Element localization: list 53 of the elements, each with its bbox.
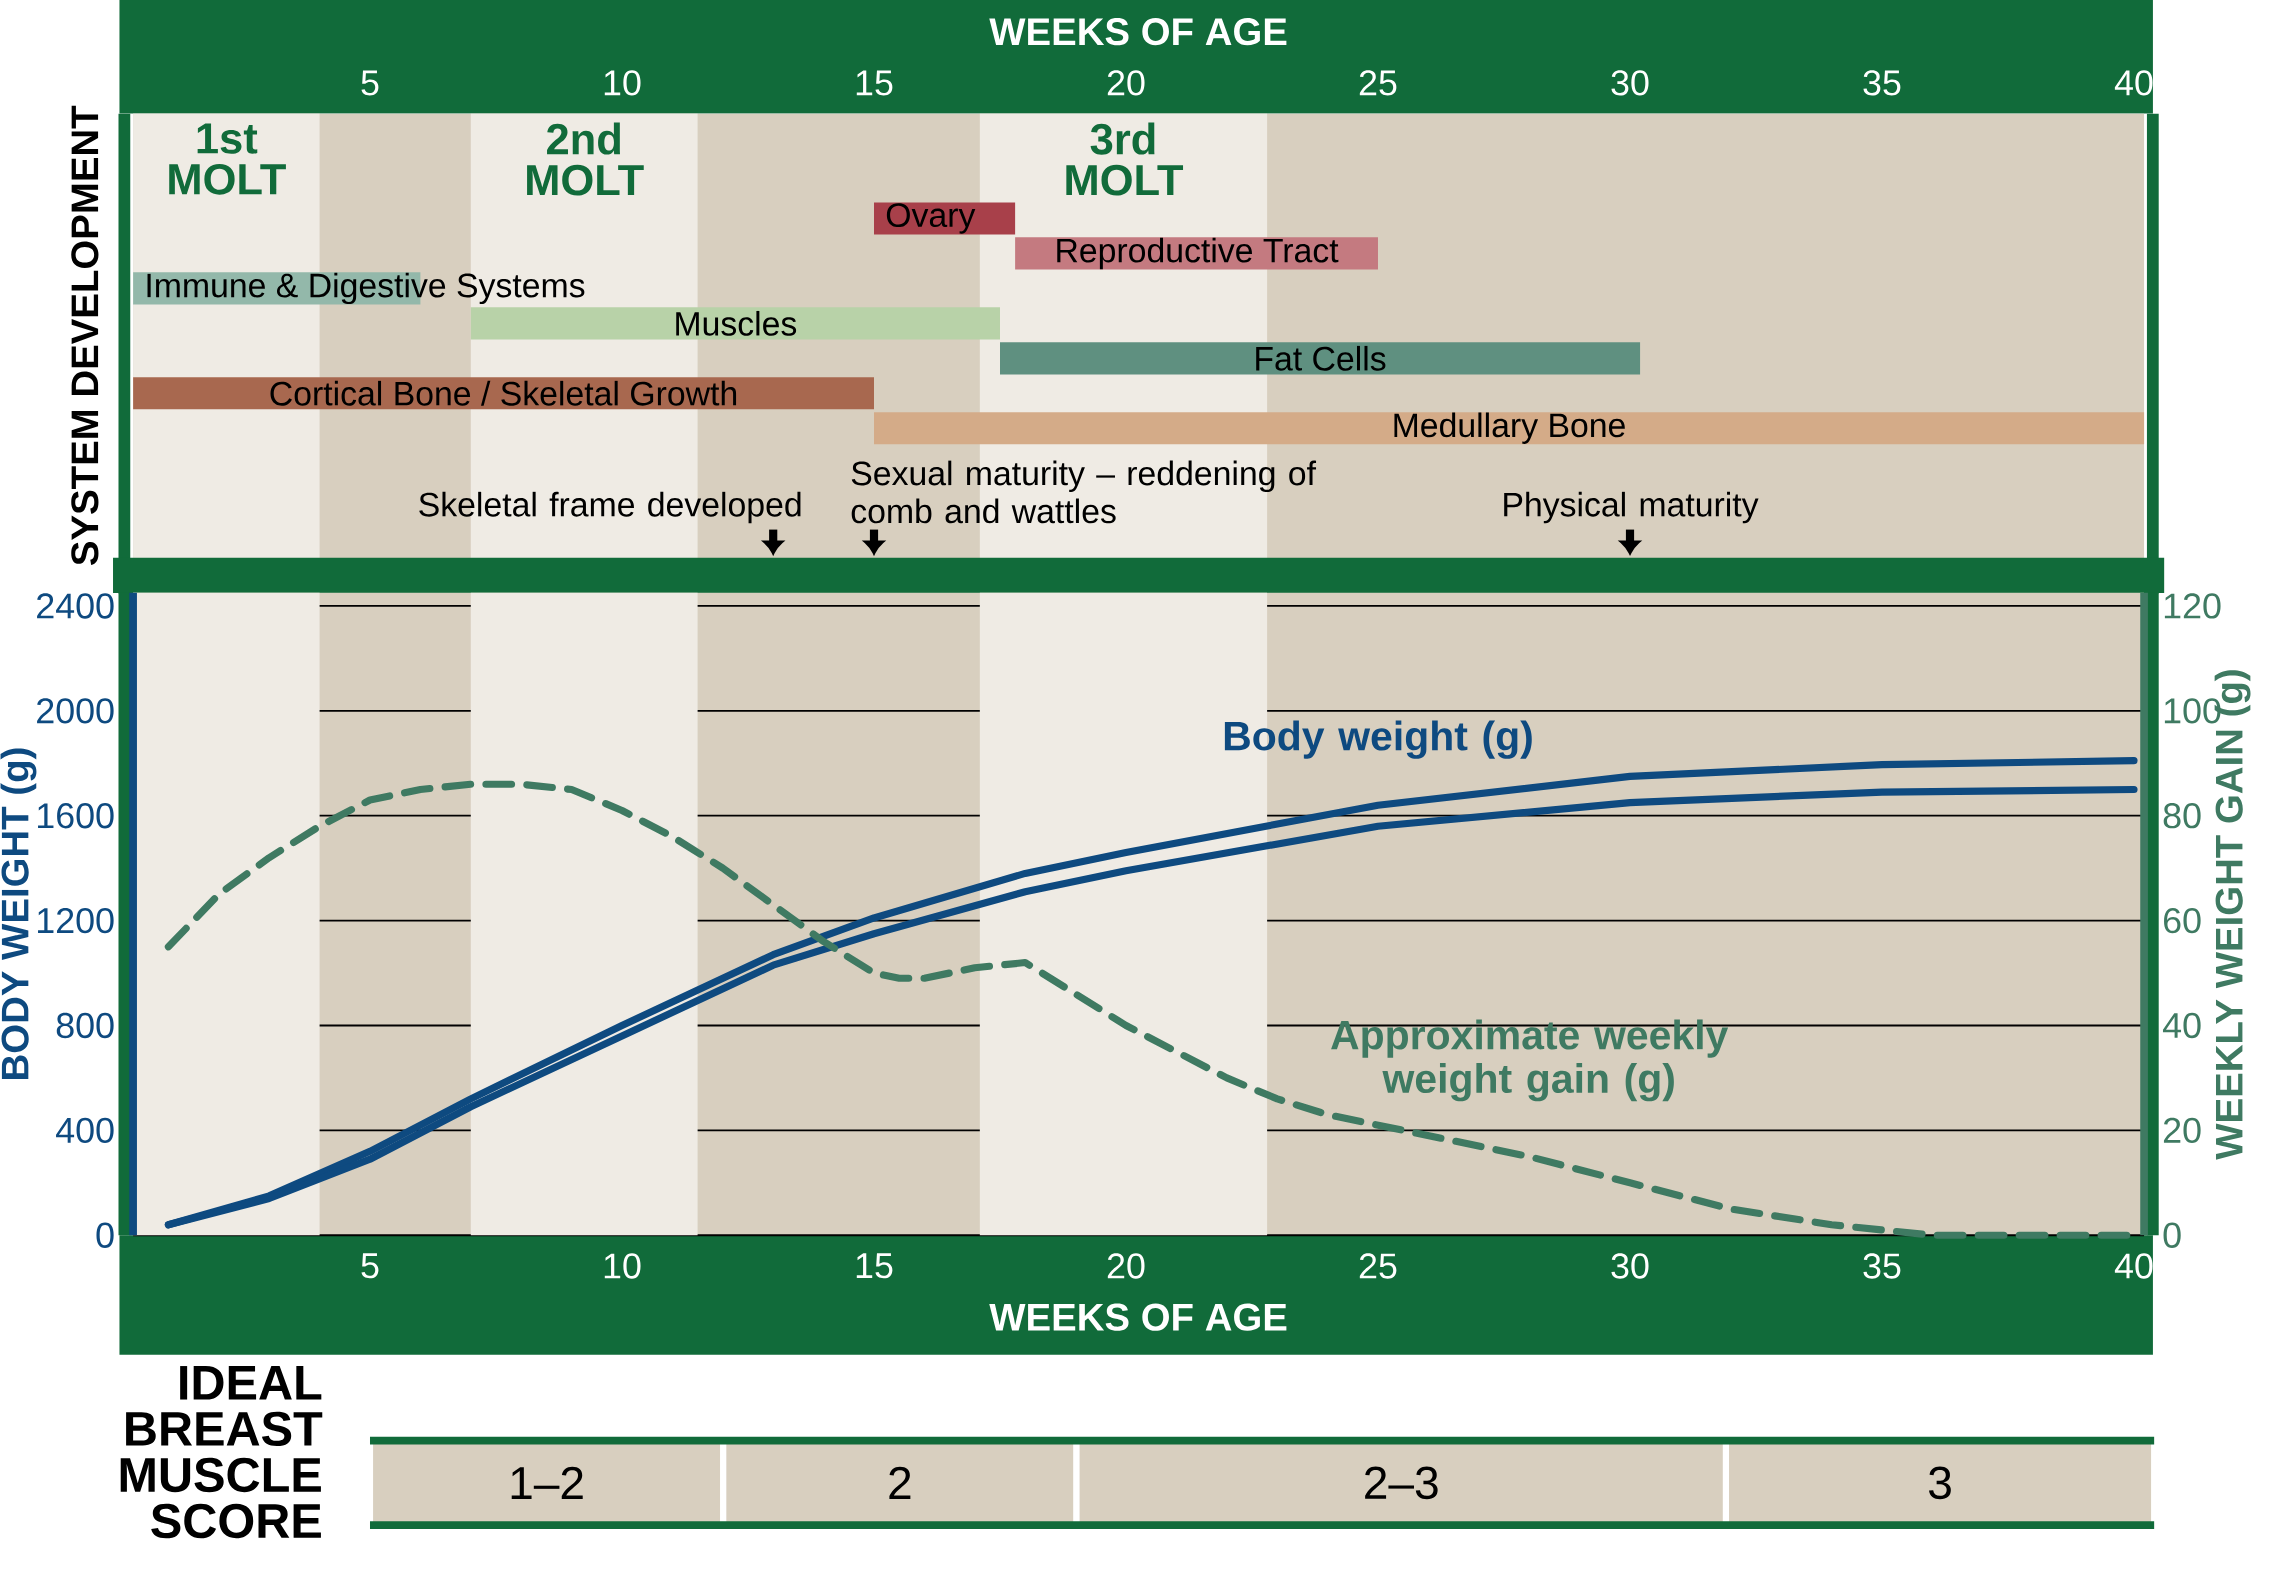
chart-title: IDEAL BREAST MUSCLE SCORE [120,1365,323,1539]
x-tick-label: 5 [361,70,379,96]
x-tick-label: 30 [1611,70,1649,96]
x-tick-label: 25 [1359,70,1397,96]
series-label: Body weight (g) [1224,720,1532,759]
series-label: 2–3 [1365,1466,1438,1500]
y-axis-title: SYSTEM DEVELOPMENT [71,105,99,565]
y2-tick-label: 120 [2164,593,2221,619]
y-tick-label: Cortical Bone / Skeletal Growth [270,380,737,406]
y-tick-label: Fat Cells [1256,345,1386,371]
band-label: 3rd MOLT [1066,122,1184,196]
text: Physical maturity [1504,491,1759,524]
band-label: 2nd MOLT [527,122,644,196]
text: Sexual maturity – reddening of comb and wattles [851,460,1317,524]
y-tick-label: Reproductive Tract [1057,237,1339,269]
y2-tick-label: 40 [2162,1012,2201,1038]
y2-tick-label: 60 [2164,907,2201,934]
y-tick-label: 1600 [38,802,114,829]
x-tick-label: 35 [1863,1253,1901,1279]
x-tick-label: 35 [1863,70,1901,96]
x-tick-label: 20 [1107,1253,1145,1279]
y-tick-label: 0 [96,1222,114,1248]
series-label: 3 [1929,1466,1951,1500]
x-tick-label: 40 [2114,1253,2153,1279]
x-tick-label: 20 [1107,70,1145,96]
y-tick-label: Muscles [676,310,797,336]
text: Skeletal frame developed [419,491,801,524]
y-tick-label: 800 [56,1012,114,1038]
x-tick-label: 10 [604,1253,641,1279]
y-tick-label: 1200 [38,907,114,934]
x-tick-label: 30 [1611,1253,1649,1279]
series-label: 2 [889,1466,911,1499]
series-label: 1–2 [511,1466,583,1499]
x-tick-label: 15 [856,70,893,96]
y2-tick-label: 20 [2163,1117,2201,1143]
x-tick-label: 15 [856,1253,893,1279]
x-axis-title: WEEKS OF AGE [989,17,1287,46]
x-tick-label: 5 [361,1253,379,1279]
y-tick-label: 400 [56,1117,114,1143]
y-tick-label: Immune & Digestive Systems [147,272,585,304]
y-tick-label: Medullary Bone [1394,412,1625,444]
y2-tick-label: 0 [2163,1222,2181,1248]
x-axis-title: WEEKS OF AGE [989,1303,1287,1331]
y-axis-title: BODY WEIGHT (g) [0,748,37,1079]
y-tick-label: Ovary [886,202,976,234]
y-tick-label: 2400 [37,593,114,619]
band-label: 1st MOLT [169,123,286,195]
y2-tick-label: 80 [2163,802,2201,829]
y-tick-label: 2000 [37,698,114,724]
series-label: Approximate weekly weight gain (g) [1331,1019,1729,1102]
x-tick-label: 25 [1359,1253,1397,1279]
x-tick-label: 40 [2114,70,2153,96]
x-tick-label: 10 [604,70,641,96]
